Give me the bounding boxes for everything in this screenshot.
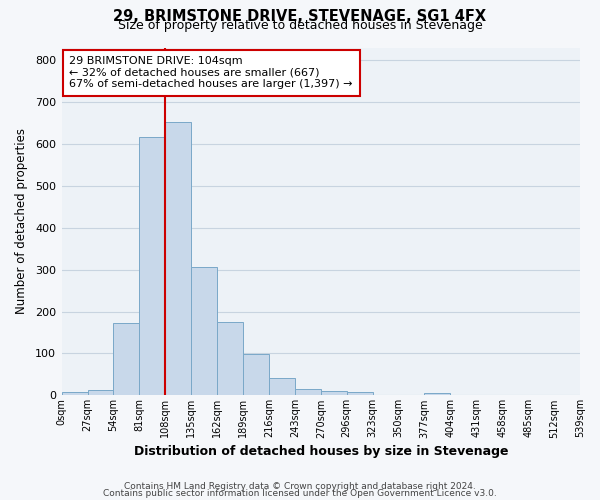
Bar: [321, 391, 347, 396]
Bar: [165, 122, 191, 396]
Bar: [88, 390, 113, 396]
Text: 29 BRIMSTONE DRIVE: 104sqm
← 32% of detached houses are smaller (667)
67% of sem: 29 BRIMSTONE DRIVE: 104sqm ← 32% of deta…: [70, 56, 353, 90]
X-axis label: Distribution of detached houses by size in Stevenage: Distribution of detached houses by size …: [134, 444, 508, 458]
Bar: [113, 324, 139, 396]
Bar: [295, 389, 321, 396]
Y-axis label: Number of detached properties: Number of detached properties: [15, 128, 28, 314]
Bar: [139, 137, 165, 396]
Text: 29, BRIMSTONE DRIVE, STEVENAGE, SG1 4FX: 29, BRIMSTONE DRIVE, STEVENAGE, SG1 4FX: [113, 9, 487, 24]
Bar: [243, 354, 269, 396]
Bar: [347, 392, 373, 396]
Bar: [217, 322, 243, 396]
Bar: [424, 394, 451, 396]
Text: Contains public sector information licensed under the Open Government Licence v3: Contains public sector information licen…: [103, 488, 497, 498]
Bar: [269, 378, 295, 396]
Bar: [62, 392, 88, 396]
Text: Size of property relative to detached houses in Stevenage: Size of property relative to detached ho…: [118, 19, 482, 32]
Text: Contains HM Land Registry data © Crown copyright and database right 2024.: Contains HM Land Registry data © Crown c…: [124, 482, 476, 491]
Bar: [191, 266, 217, 396]
